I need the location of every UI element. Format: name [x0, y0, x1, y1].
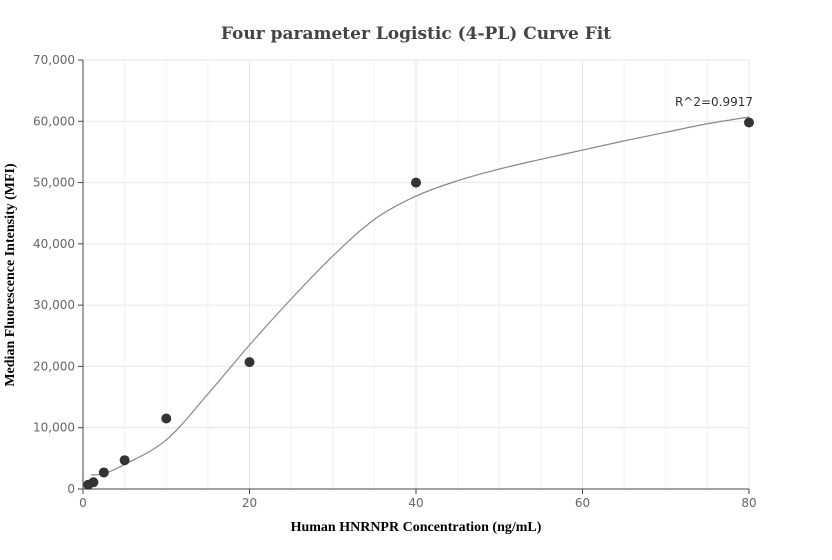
x-tick-label: 60	[575, 496, 590, 510]
grid	[83, 59, 750, 489]
data-point	[88, 477, 99, 488]
data-point	[744, 117, 754, 128]
y-tick-label: 0	[67, 482, 75, 496]
x-tick-label: 20	[242, 496, 257, 510]
fit-curve	[91, 116, 750, 476]
r-squared-label: R^2=0.9917	[675, 95, 753, 109]
fit-curve-layer	[91, 116, 750, 476]
data-point	[98, 467, 109, 478]
y-tick-label: 50,000	[33, 176, 75, 190]
data-points	[83, 117, 754, 490]
x-tick-label: 80	[741, 496, 756, 510]
annotations: R^2=0.9917	[675, 95, 753, 109]
x-tick-label: 0	[79, 496, 87, 510]
y-tick-label: 20,000	[33, 359, 75, 373]
y-tick-label: 70,000	[33, 53, 75, 67]
x-axis-title: Human HNRNPR Concentration (ng/mL)	[291, 520, 542, 535]
data-point	[411, 177, 421, 188]
data-point	[244, 357, 255, 368]
x-tick-label: 40	[408, 496, 423, 510]
y-tick-label: 10,000	[33, 421, 75, 435]
axes: 0 10,000 20,000 30,000 40,000 50,000 60,000 70,…	[33, 53, 757, 510]
y-axis-title: Median Fluorescence Intensity (MFI)	[3, 163, 18, 387]
chart-title: Four parameter Logistic (4-PL) Curve Fit	[221, 24, 611, 44]
y-tick-label: 40,000	[33, 237, 75, 251]
data-point	[161, 413, 172, 424]
y-tick-label: 60,000	[33, 114, 75, 128]
y-tick-label: 30,000	[33, 298, 75, 312]
data-point	[119, 455, 130, 466]
